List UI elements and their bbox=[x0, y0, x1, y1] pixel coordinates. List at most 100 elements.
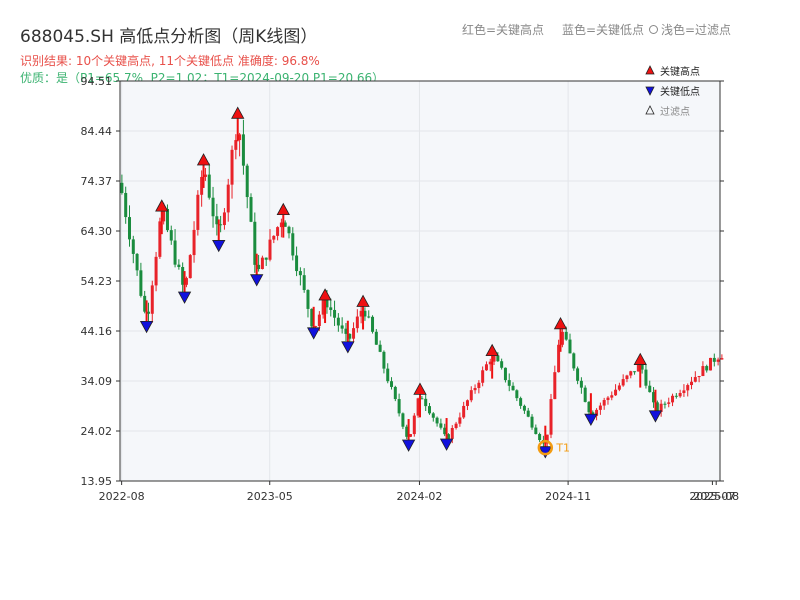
candle-body bbox=[534, 427, 538, 435]
circle-icon bbox=[649, 25, 658, 34]
candle-body bbox=[127, 217, 131, 240]
page-title: 688045.SH 高低点分析图（周K线图） bbox=[20, 27, 318, 47]
y-tick-label: 54.23 bbox=[81, 275, 113, 288]
candle-body bbox=[420, 398, 424, 400]
legend-top-light-wrap: 浅色=过滤点 bbox=[649, 21, 731, 38]
candle-body bbox=[272, 235, 276, 240]
candle-body bbox=[500, 361, 504, 368]
candle-body bbox=[701, 366, 705, 377]
candle-body bbox=[374, 331, 378, 345]
candle-body bbox=[667, 402, 671, 404]
candle-body bbox=[515, 390, 519, 399]
candle-body bbox=[124, 192, 128, 218]
x-tick-label: 2024-11 bbox=[545, 490, 591, 503]
candle-body bbox=[507, 380, 511, 386]
key-high-marker bbox=[231, 106, 245, 119]
key-high-marker bbox=[356, 294, 370, 307]
candle-body bbox=[234, 140, 238, 150]
key-high-marker bbox=[633, 352, 647, 365]
candle-body bbox=[522, 405, 526, 411]
candle-body bbox=[427, 406, 431, 414]
candle-body bbox=[621, 379, 625, 386]
key-low-marker bbox=[401, 439, 416, 452]
legend-top-blue: 蓝色=关键低点 bbox=[562, 23, 645, 37]
candle-body bbox=[317, 314, 321, 327]
candle-body bbox=[648, 385, 652, 393]
candle-body bbox=[636, 363, 640, 372]
candle-body bbox=[462, 405, 466, 418]
candle-body bbox=[409, 434, 413, 437]
candle-body bbox=[549, 399, 553, 435]
markers: T1 bbox=[139, 106, 663, 459]
candle-body bbox=[496, 355, 500, 362]
candle-body bbox=[579, 380, 583, 388]
key-low-marker bbox=[584, 413, 598, 427]
candle-body bbox=[587, 401, 591, 413]
candle-body bbox=[154, 256, 158, 286]
candle-body bbox=[143, 295, 147, 312]
candle-body bbox=[595, 409, 599, 416]
candle-body bbox=[344, 328, 348, 334]
candle-body bbox=[663, 403, 667, 405]
candle-body bbox=[431, 413, 435, 418]
candle-body bbox=[264, 257, 268, 260]
candle-body bbox=[355, 316, 359, 329]
candle-body bbox=[287, 226, 291, 234]
candle-body bbox=[538, 434, 542, 441]
plot-frame bbox=[119, 80, 721, 482]
legend-high-icon bbox=[645, 65, 655, 75]
candle-body bbox=[519, 398, 523, 406]
candle-body bbox=[435, 417, 439, 424]
candle-body bbox=[560, 331, 564, 345]
key-low-marker bbox=[177, 291, 192, 304]
legend-low-icon bbox=[645, 86, 655, 96]
key-high-marker bbox=[413, 382, 427, 395]
candle-body bbox=[268, 239, 272, 260]
key-high-marker bbox=[276, 202, 290, 216]
candle-body bbox=[173, 240, 177, 265]
candle-body bbox=[492, 355, 496, 362]
candle-body bbox=[568, 339, 572, 354]
candle-body bbox=[241, 134, 245, 166]
candle-body bbox=[401, 413, 405, 427]
candle-body bbox=[477, 382, 481, 389]
candle-body bbox=[367, 316, 371, 318]
legend-filtered-icon bbox=[645, 105, 655, 115]
candle-body bbox=[583, 387, 587, 402]
candle-body bbox=[249, 197, 253, 222]
candle-body bbox=[697, 376, 701, 378]
candle-body bbox=[200, 176, 204, 195]
candle-body bbox=[238, 134, 242, 141]
candle-body bbox=[340, 325, 344, 329]
candle-body bbox=[390, 381, 394, 387]
candle-body bbox=[260, 257, 264, 270]
candle-body bbox=[473, 388, 477, 391]
candle-body bbox=[484, 364, 488, 371]
candle-body bbox=[640, 363, 644, 370]
y-tick-label: 84.44 bbox=[81, 125, 113, 138]
candle-body bbox=[652, 392, 656, 403]
candle-body bbox=[181, 266, 185, 285]
candle-body bbox=[162, 208, 166, 222]
y-tick-label: 24.02 bbox=[81, 425, 113, 438]
candle-body bbox=[314, 326, 318, 328]
candle-body bbox=[352, 328, 356, 339]
candle-body bbox=[222, 212, 226, 226]
candle-body bbox=[709, 357, 713, 371]
candle-body bbox=[188, 255, 192, 279]
candle-body bbox=[659, 403, 663, 412]
candle-body bbox=[329, 307, 333, 310]
candle-body bbox=[371, 316, 375, 332]
candle-body bbox=[625, 375, 629, 380]
candle-body bbox=[617, 385, 621, 390]
candle-body bbox=[446, 434, 450, 439]
candle-body bbox=[633, 371, 637, 373]
candle-body bbox=[165, 208, 169, 231]
candle-body bbox=[712, 357, 716, 362]
candle-body bbox=[139, 270, 143, 296]
candle-body bbox=[458, 417, 462, 424]
candle-body bbox=[158, 221, 162, 257]
legend-top-light: 浅色=过滤点 bbox=[661, 23, 732, 37]
candle-body bbox=[690, 381, 694, 386]
